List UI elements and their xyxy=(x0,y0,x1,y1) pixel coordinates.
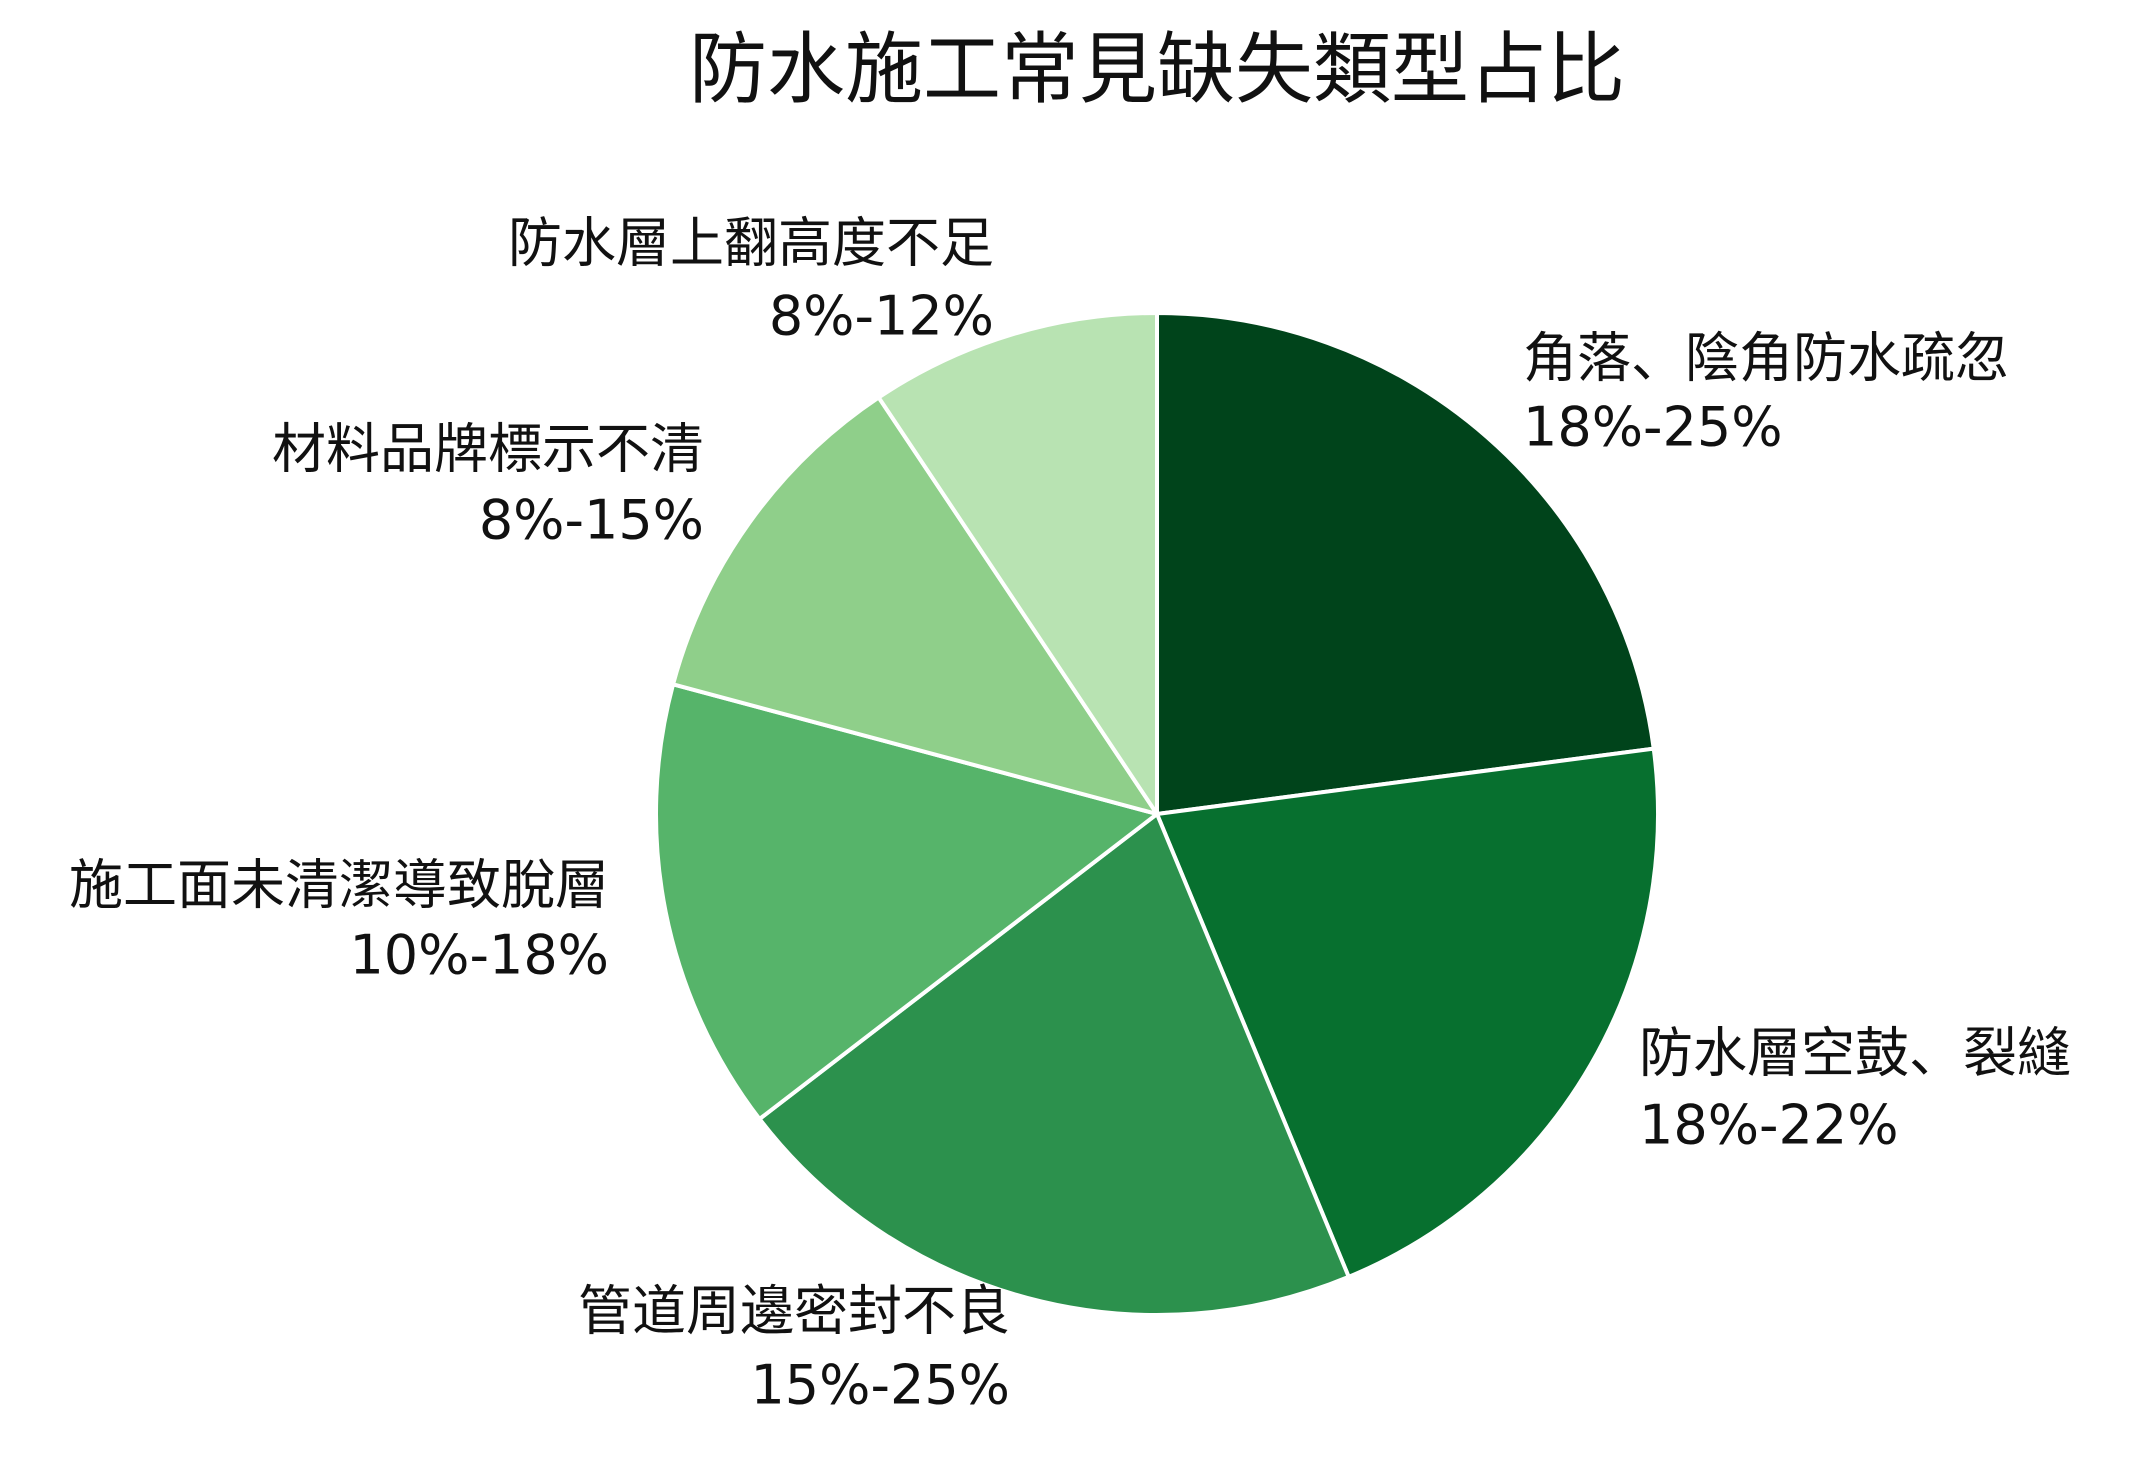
pie-slice-2 xyxy=(1155,746,1660,1279)
pie-slice-1 xyxy=(1155,311,1656,816)
slice-range-label-3: 15%-25% xyxy=(750,1354,1010,1417)
pie-slice-5 xyxy=(671,395,1159,816)
slice-range-label-2: 18%-22% xyxy=(1639,1094,1899,1157)
slice-label-3: 管道周邊密封不良 xyxy=(578,1280,1010,1343)
slice-range-label-4: 10%-18% xyxy=(349,924,609,987)
pie-slice-6 xyxy=(876,311,1159,816)
slice-label-2: 防水層空鼓、裂縫 xyxy=(1639,1022,2071,1085)
pie-slice-3 xyxy=(757,812,1351,1317)
slice-range-label-6: 8%-12% xyxy=(769,285,994,348)
slice-label-6: 防水層上翻高度不足 xyxy=(508,212,994,275)
slice-label-1: 角落、陰角防水疏忽 xyxy=(1523,327,2009,390)
slice-range-label-1: 18%-25% xyxy=(1523,396,1783,459)
chart-title: 防水施工常見缺失類型占比 xyxy=(689,25,1625,115)
slice-label-4: 施工面未清潔導致脫層 xyxy=(69,854,609,917)
pie-slice-4 xyxy=(654,682,1159,1121)
slice-range-label-5: 8%-15% xyxy=(479,489,704,552)
slice-label-5: 材料品牌標示不清 xyxy=(272,418,704,481)
pie-slices xyxy=(654,311,1660,1317)
